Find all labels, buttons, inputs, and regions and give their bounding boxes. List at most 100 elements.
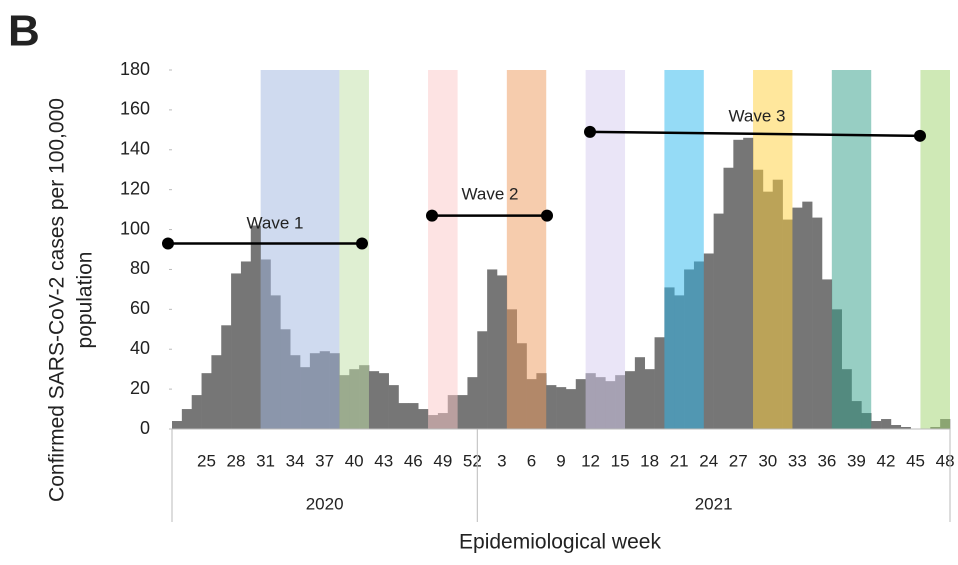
x-tick-label: 36 — [817, 451, 836, 470]
bar — [743, 137, 754, 430]
bar — [792, 207, 803, 429]
x-tick-label: 9 — [556, 451, 565, 470]
bar — [221, 325, 232, 429]
bar — [654, 337, 665, 429]
x-tick-label: 25 — [197, 451, 216, 470]
wave-endpoint — [584, 125, 596, 138]
bar — [250, 225, 261, 429]
x-tick-label: 27 — [729, 451, 748, 470]
x-tick-label: 40 — [345, 451, 364, 470]
x-tick-label: 43 — [374, 451, 393, 470]
wave-endpoint — [426, 209, 438, 222]
y-axis-title: Confirmed SARS-CoV-2 cases per 100,000 — [46, 98, 69, 502]
bar — [703, 253, 714, 429]
x-tick-label: 15 — [611, 451, 630, 470]
bar — [644, 369, 655, 429]
x-tick-label: 34 — [286, 451, 305, 470]
shaded-period — [831, 70, 872, 429]
bar — [408, 403, 419, 429]
bar — [802, 201, 813, 429]
wave-endpoint — [162, 237, 174, 250]
y-tick-label: 100 — [120, 218, 150, 238]
wave-label: Wave 1 — [246, 213, 303, 232]
shaded-period — [920, 70, 950, 429]
bar — [881, 419, 892, 429]
x-tick-label: 12 — [581, 451, 600, 470]
bar — [477, 331, 488, 429]
bar — [625, 371, 636, 429]
bar — [211, 355, 222, 429]
wave-label: Wave 2 — [461, 184, 518, 203]
bar — [240, 261, 252, 429]
x-tick-label: 45 — [906, 451, 925, 470]
bar — [457, 395, 468, 429]
bar — [418, 409, 429, 429]
bar — [733, 139, 744, 430]
x-tick-label: 18 — [640, 451, 659, 470]
y-tick-label: 40 — [130, 338, 150, 358]
bar — [821, 279, 833, 429]
wave-endpoint — [914, 129, 926, 142]
wave-endpoint — [541, 209, 553, 222]
bar — [546, 385, 557, 429]
y-tick-label: 20 — [130, 378, 150, 398]
bar — [812, 217, 823, 429]
bar — [565, 389, 577, 429]
y-axis-title: population — [74, 252, 97, 349]
y-tick-label: 0 — [140, 418, 150, 438]
x-tick-label: 37 — [315, 451, 334, 470]
shaded-period — [260, 70, 340, 429]
wave-line — [589, 130, 921, 138]
y-tick-label: 180 — [120, 59, 150, 79]
y-tick-label: 160 — [120, 99, 150, 119]
shaded-period — [664, 70, 704, 429]
x-tick-label: 30 — [758, 451, 777, 470]
x-group-label: 2021 — [695, 494, 733, 513]
x-tick-label: 31 — [256, 451, 275, 470]
bar — [487, 269, 498, 429]
bar — [634, 357, 646, 429]
bar — [890, 425, 902, 429]
bar — [871, 421, 882, 429]
x-tick-label: 28 — [227, 451, 246, 470]
x-tick-label: 42 — [877, 451, 896, 470]
bar — [181, 409, 192, 429]
bar — [231, 273, 242, 429]
bar — [900, 427, 911, 429]
bar — [201, 373, 212, 429]
bar — [388, 385, 399, 429]
x-tick-label: 6 — [527, 451, 536, 470]
x-tick-label: 39 — [847, 451, 866, 470]
shaded-period — [753, 70, 793, 429]
x-tick-label: 33 — [788, 451, 807, 470]
x-tick-label: 21 — [670, 451, 689, 470]
y-tick-label: 140 — [120, 139, 150, 159]
bar — [496, 275, 508, 429]
bar — [378, 373, 389, 429]
shaded-period — [339, 70, 369, 429]
panel-label: B — [8, 7, 40, 56]
wave-label: Wave 3 — [728, 106, 785, 125]
x-tick-label: 3 — [497, 451, 506, 470]
bar — [172, 421, 183, 429]
shaded-period — [428, 70, 458, 429]
shaded-period — [506, 70, 547, 429]
bar — [398, 403, 409, 429]
y-tick-label: 120 — [120, 178, 150, 198]
x-axis-title: Epidemiological week — [459, 531, 661, 554]
bar — [723, 167, 734, 429]
y-tick-label: 60 — [130, 298, 150, 318]
bar — [575, 379, 586, 429]
x-tick-label: 46 — [404, 451, 423, 470]
x-tick-label: 48 — [936, 451, 955, 470]
x-tick-label: 49 — [433, 451, 452, 470]
bar — [191, 395, 202, 429]
x-group-label: 2020 — [306, 494, 344, 513]
y-tick-label: 80 — [130, 258, 150, 278]
bar — [368, 371, 380, 429]
x-tick-label: 52 — [463, 451, 482, 470]
bar — [713, 213, 724, 429]
x-tick-label: 24 — [699, 451, 718, 470]
wave-endpoint — [356, 237, 368, 250]
